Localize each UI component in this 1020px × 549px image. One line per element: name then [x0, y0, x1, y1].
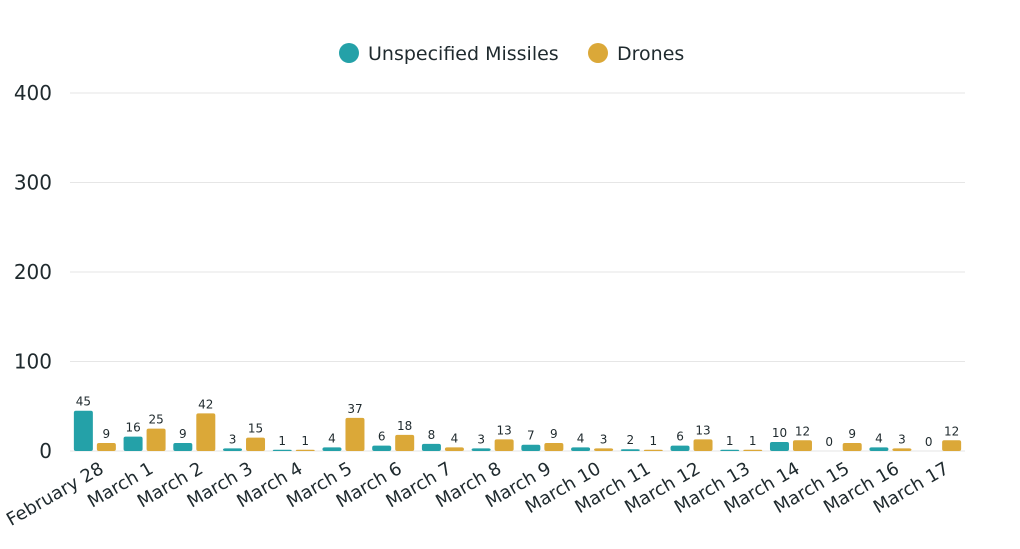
bar-drones-march-13[interactable] — [743, 449, 763, 451]
data-label-missiles-march-15: 0 — [825, 435, 833, 449]
data-label-missiles-march-13: 1 — [726, 434, 734, 448]
data-label-missiles-march-2: 9 — [179, 427, 187, 441]
data-label-drones-march-13: 1 — [749, 434, 757, 448]
bar-missiles-march-11[interactable] — [620, 449, 640, 451]
data-label-missiles-march-9: 7 — [527, 429, 535, 443]
data-label-missiles-march-7: 8 — [428, 428, 436, 442]
bar-missiles-march-14[interactable] — [769, 442, 789, 451]
bar-missiles-march-12[interactable] — [670, 445, 690, 451]
y-tick-400: 400 — [14, 81, 52, 105]
bar-missiles-march-3[interactable] — [223, 448, 243, 451]
bar-missiles-march-6[interactable] — [372, 445, 392, 451]
data-label-missiles-march-6: 6 — [378, 430, 386, 444]
y-tick-0: 0 — [39, 439, 52, 463]
data-label-missiles-march-10: 4 — [577, 431, 585, 445]
y-tick-100: 100 — [14, 350, 52, 374]
data-label-missiles-march-4: 1 — [278, 434, 286, 448]
data-label-drones-march-1: 25 — [148, 413, 163, 427]
bar-drones-march-12[interactable] — [693, 439, 713, 451]
data-label-drones-march-11: 1 — [649, 434, 657, 448]
data-label-missiles-march-1: 16 — [125, 421, 140, 435]
bar-drones-march-6[interactable] — [395, 434, 415, 451]
data-label-drones-march-3: 15 — [248, 422, 263, 436]
bars — [73, 410, 962, 451]
legend-swatch-missiles — [339, 43, 359, 63]
bar-drones-march-2[interactable] — [196, 413, 216, 451]
bar-missiles-march-4[interactable] — [272, 449, 292, 451]
data-label-drones-march-7: 4 — [451, 431, 459, 445]
data-label-missiles-february-28: 45 — [76, 395, 91, 409]
legend: Unspecified Missiles Drones — [339, 43, 684, 65]
bar-drones-march-17[interactable] — [942, 440, 962, 451]
bar-missiles-march-7[interactable] — [421, 443, 441, 451]
y-tick-200: 200 — [14, 260, 52, 284]
legend-item-missiles[interactable]: Unspecified Missiles — [339, 43, 559, 65]
data-label-missiles-march-11: 2 — [626, 433, 634, 447]
data-label-missiles-march-12: 6 — [676, 430, 684, 444]
data-label-missiles-march-16: 4 — [875, 431, 883, 445]
bar-drones-march-4[interactable] — [295, 449, 315, 451]
bar-drones-march-7[interactable] — [444, 447, 464, 451]
bar-drones-march-9[interactable] — [544, 442, 564, 451]
bar-missiles-march-10[interactable] — [571, 447, 591, 451]
bar-drones-march-14[interactable] — [792, 440, 812, 451]
legend-item-drones[interactable]: Drones — [588, 43, 684, 65]
data-label-missiles-march-17: 0 — [925, 435, 933, 449]
legend-label-missiles: Unspecified Missiles — [368, 43, 559, 65]
data-label-drones-march-4: 1 — [301, 434, 309, 448]
bar-drones-march-5[interactable] — [345, 417, 365, 451]
bar-missiles-march-16[interactable] — [869, 447, 889, 451]
bar-drones-march-8[interactable] — [494, 439, 514, 451]
data-label-drones-march-16: 3 — [898, 432, 906, 446]
data-label-drones-march-17: 12 — [944, 424, 959, 438]
bar-missiles-march-9[interactable] — [521, 444, 541, 451]
data-label-drones-march-12: 13 — [695, 423, 710, 437]
bar-missiles-march-2[interactable] — [173, 442, 193, 451]
data-label-drones-march-9: 9 — [550, 427, 558, 441]
data-label-drones-march-8: 13 — [496, 423, 511, 437]
bar-drones-march-1[interactable] — [146, 428, 166, 451]
data-label-missiles-march-8: 3 — [477, 432, 485, 446]
bar-drones-march-15[interactable] — [842, 442, 862, 451]
data-label-drones-march-15: 9 — [848, 427, 856, 441]
data-label-drones-march-6: 18 — [397, 419, 412, 433]
bar-drones-february-28[interactable] — [96, 442, 116, 451]
gridlines — [70, 92, 965, 452]
bar-missiles-march-1[interactable] — [123, 436, 143, 451]
bar-missiles-march-8[interactable] — [471, 448, 491, 451]
bar-drones-march-10[interactable] — [594, 448, 614, 451]
y-tick-300: 300 — [14, 171, 52, 195]
legend-label-drones: Drones — [617, 43, 684, 65]
data-label-missiles-march-5: 4 — [328, 431, 336, 445]
bar-drones-march-3[interactable] — [246, 437, 266, 451]
data-label-drones-february-28: 9 — [103, 427, 111, 441]
data-label-drones-march-5: 37 — [347, 402, 362, 416]
legend-swatch-drones — [588, 43, 608, 63]
data-label-missiles-march-3: 3 — [229, 432, 237, 446]
data-label-drones-march-14: 12 — [795, 424, 810, 438]
data-label-missiles-march-14: 10 — [772, 426, 787, 440]
bar-missiles-march-5[interactable] — [322, 447, 342, 451]
bar-missiles-march-13[interactable] — [720, 449, 740, 451]
data-label-drones-march-2: 42 — [198, 397, 213, 411]
bar-missiles-february-28[interactable] — [73, 410, 93, 451]
bar-drones-march-16[interactable] — [892, 448, 912, 451]
y-axis: 0 100 200 300 400 — [14, 81, 52, 463]
data-label-drones-march-10: 3 — [600, 432, 608, 446]
bar-drones-march-11[interactable] — [643, 449, 663, 451]
